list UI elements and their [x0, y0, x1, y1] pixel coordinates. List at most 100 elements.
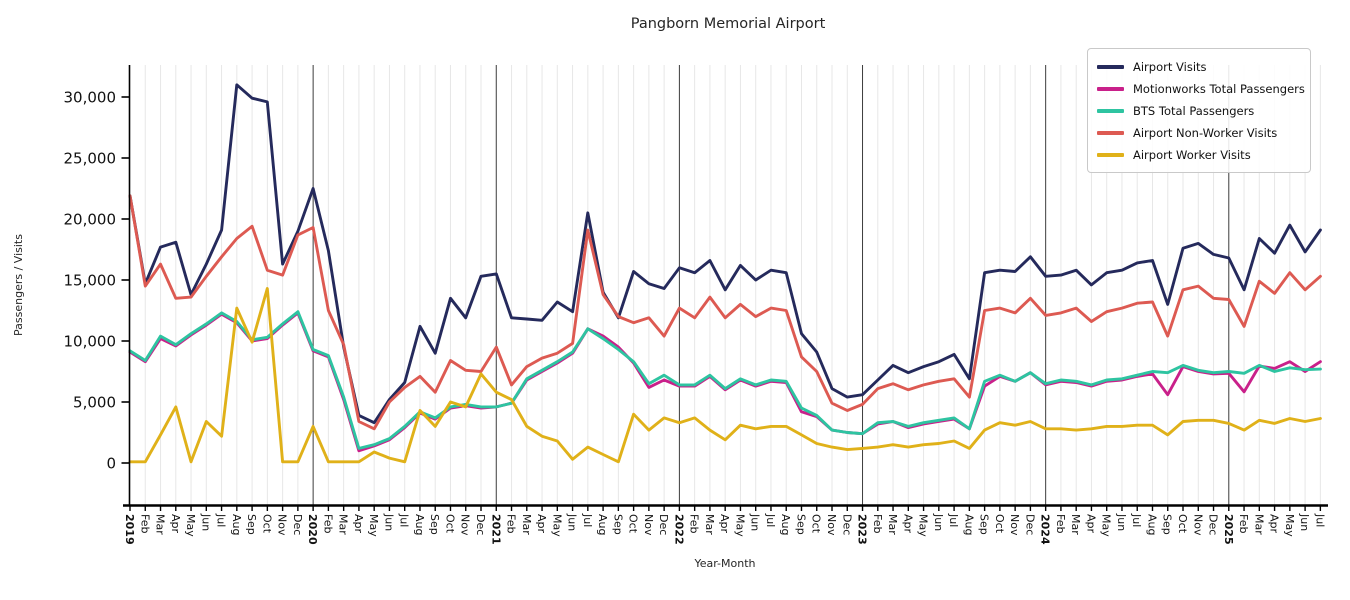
x-tick-label: May	[367, 514, 380, 537]
chart-title: Pangborn Memorial Airport	[631, 16, 826, 32]
x-tick-label: Mar	[886, 514, 899, 535]
legend: Airport Visits Motionworks Total Passenge…	[1087, 48, 1311, 173]
legend-item-motionworks-total-passengers: Motionworks Total Passengers	[1097, 78, 1305, 100]
y-tick-label: 30,000	[64, 89, 117, 107]
x-tick-label: Mar	[520, 514, 533, 535]
x-tick-label: Jul	[947, 513, 960, 527]
x-tick-label: Apr	[1084, 514, 1097, 534]
x-tick-label: Apr	[901, 514, 914, 534]
x-tick-label: Apr	[352, 514, 365, 534]
y-tick-label: 5,000	[73, 394, 116, 412]
gridlines	[144, 65, 1321, 506]
legend-label: BTS Total Passengers	[1133, 104, 1255, 118]
y-tick-label: 0	[106, 455, 116, 473]
x-tick-label: Aug	[1145, 514, 1158, 535]
x-tick-label: May	[917, 514, 930, 537]
x-tick-label: Nov	[825, 514, 838, 536]
x-tick-label: Sep	[245, 514, 258, 535]
legend-swatch-airport-non-worker-visits	[1097, 131, 1124, 135]
x-tick-label: Jul	[215, 513, 228, 527]
x-tick-label: Nov	[1191, 514, 1204, 536]
x-tick-label: Jul	[1313, 513, 1326, 527]
x-tick-label: Jun	[749, 513, 762, 531]
series-line-airport-worker-visits	[128, 287, 1322, 464]
x-tick-label: Feb	[321, 514, 334, 533]
legend-swatch-bts-total-passengers	[1097, 109, 1124, 113]
x-tick-label: Dec	[657, 514, 670, 535]
x-tick-label: Jul	[764, 513, 777, 527]
x-tick-label: Sep	[611, 514, 624, 535]
legend-swatch-airport-worker-visits	[1097, 153, 1124, 157]
x-tick-label: May	[1283, 514, 1296, 537]
x-tick-label: 2025	[1222, 514, 1235, 545]
x-tick-label: Nov	[1008, 514, 1021, 536]
x-tick-label: Jun	[1115, 513, 1128, 531]
x-tick-label: Nov	[642, 514, 655, 536]
x-tick-label: Oct	[993, 514, 1006, 534]
x-tick-label: Feb	[1054, 514, 1067, 533]
x-tick-label: May	[184, 514, 197, 537]
x-tick-label: Jul	[581, 513, 594, 527]
x-tick-label: 2022	[672, 514, 685, 545]
x-tick-label: Mar	[337, 514, 350, 535]
x-tick-label: Oct	[1176, 514, 1189, 534]
x-tick-label: Jul	[398, 513, 411, 527]
x-axis-title: Year-Month	[693, 557, 755, 570]
y-tick-label: 20,000	[64, 211, 117, 229]
x-tick-label: Jun	[932, 513, 945, 531]
x-tick-label: Apr	[535, 514, 548, 534]
x-tick-label: Oct	[627, 514, 640, 534]
x-tick-label: Sep	[428, 514, 441, 535]
x-tick-label: Nov	[276, 514, 289, 536]
x-tick-label: Dec	[1207, 514, 1220, 535]
x-tick-label: Oct	[443, 514, 456, 534]
x-tick-label: Aug	[596, 514, 609, 535]
y-tick-label: 15,000	[64, 272, 117, 290]
x-tick-label: 2021	[489, 514, 502, 545]
series-line-bts-total-passengers	[128, 310, 1322, 450]
legend-item-airport-worker-visits: Airport Worker Visits	[1097, 144, 1301, 166]
x-tick-label: Oct	[810, 514, 823, 534]
x-tick-label: May	[550, 514, 563, 537]
x-tick-label: Apr	[169, 514, 182, 534]
x-tick-label: Dec	[474, 514, 487, 535]
legend-label: Airport Worker Visits	[1133, 148, 1251, 162]
x-tick-label: Feb	[871, 514, 884, 533]
legend-label: Motionworks Total Passengers	[1133, 82, 1305, 96]
series-lines	[128, 83, 1322, 464]
legend-item-bts-total-passengers: BTS Total Passengers	[1097, 100, 1301, 122]
x-tick-label: Sep	[794, 514, 807, 535]
y-axis-title: Passengers / Visits	[12, 234, 25, 336]
x-tick-label: Feb	[688, 514, 701, 533]
x-tick-label: 2020	[306, 514, 319, 545]
x-tick-label: 2023	[856, 514, 869, 545]
x-tick-label: Mar	[1069, 514, 1082, 535]
x-tick-label: Jun	[199, 513, 212, 531]
x-tick-label: Feb	[138, 514, 151, 533]
x-tick-label: Dec	[840, 514, 853, 535]
x-tick-label: 2024	[1039, 514, 1052, 545]
x-tick-label: Dec	[291, 514, 304, 535]
x-tick-label: Mar	[703, 514, 716, 535]
x-tick-label: 2019	[123, 514, 136, 545]
x-tick-label: Jul	[1130, 513, 1143, 527]
x-tick-label: Jun	[382, 513, 395, 531]
legend-label: Airport Visits	[1133, 60, 1207, 74]
axes: 0 5,000 10,000 15,000 20,000 25,000 30,000 2019…	[64, 65, 1328, 545]
x-tick-label: Aug	[413, 514, 426, 535]
x-tick-label: Sep	[978, 514, 991, 535]
x-tick-label: Aug	[962, 514, 975, 535]
x-tick-label: Apr	[1268, 514, 1281, 534]
legend-label: Airport Non-Worker Visits	[1133, 126, 1278, 140]
series-line-airport-visits	[128, 83, 1322, 425]
x-tick-label: May	[1100, 514, 1113, 537]
x-tick-label: Nov	[459, 514, 472, 536]
x-tick-label: Apr	[718, 514, 731, 534]
x-tick-label: Dec	[1023, 514, 1036, 535]
legend-swatch-airport-visits	[1097, 65, 1124, 69]
x-tick-label: Sep	[1161, 514, 1174, 535]
y-tick-label: 10,000	[64, 333, 117, 351]
x-tick-label: Mar	[154, 514, 167, 535]
